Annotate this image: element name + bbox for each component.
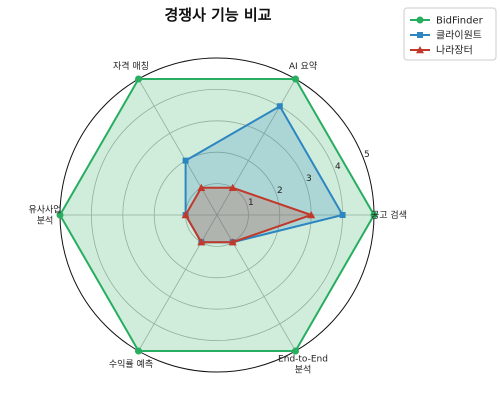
data-point: [197, 183, 206, 192]
data-point: [197, 238, 206, 246]
legend-label: 나라장터: [436, 45, 473, 57]
chart-title: 경쟁사 기능 비교: [164, 6, 271, 24]
data-point: [228, 238, 237, 246]
series-0: [56, 75, 378, 355]
legend-label: BidFinder: [436, 16, 484, 27]
radar-series: [56, 75, 378, 355]
data-point: [228, 183, 237, 192]
series-2: [181, 183, 316, 246]
data-point: [370, 211, 378, 219]
legend-marker: [416, 16, 424, 24]
data-point: [276, 103, 283, 110]
grid-spoke: [216, 214, 296, 352]
category-label: End-to-End 분석: [278, 354, 328, 375]
category-label: AI 요약: [289, 60, 317, 72]
legend-item: 클라이원트: [410, 30, 482, 42]
r-tick-label: 2: [277, 186, 283, 196]
category-label: 수익률 예측: [109, 358, 153, 370]
grid-spoke: [216, 78, 296, 216]
legend-marker: [417, 32, 423, 38]
grid-spoke: [138, 214, 218, 352]
legend-item: BidFinder: [410, 16, 484, 27]
data-point: [135, 347, 142, 355]
r-tick-label: 1: [248, 198, 254, 208]
r-tick-label: 5: [364, 150, 370, 160]
data-point: [307, 211, 316, 219]
data-point: [292, 75, 299, 83]
legend-item: 나라장터: [410, 45, 473, 57]
series-area: [185, 106, 343, 243]
legend-label: 클라이원트: [436, 30, 482, 42]
r-tick-label: 4: [335, 162, 341, 172]
data-point: [182, 157, 189, 164]
category-label: 유사사업 분석: [28, 205, 61, 227]
category-label: 자격 매칭: [113, 60, 149, 72]
series-area: [185, 187, 312, 243]
data-point: [56, 211, 64, 219]
category-label: 공고 검색: [371, 209, 407, 221]
data-point: [339, 212, 346, 218]
grid-spoke: [138, 78, 218, 216]
series-area: [60, 79, 374, 351]
legend-marker: [416, 46, 424, 54]
data-point: [181, 211, 190, 219]
data-point: [292, 347, 299, 355]
r-tick-label: 3: [306, 174, 312, 184]
data-point: [135, 75, 142, 83]
